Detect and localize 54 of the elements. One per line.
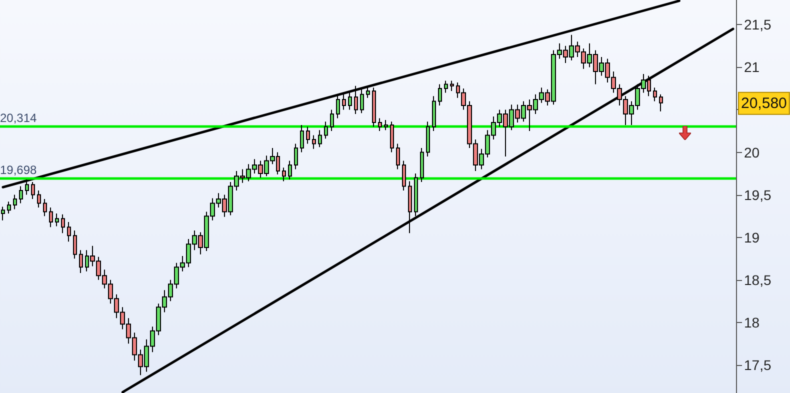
candlestick — [336, 94, 340, 119]
candlestick — [7, 201, 11, 214]
y-tick-label: 18 — [744, 314, 760, 330]
candlestick — [396, 143, 400, 170]
candlestick — [438, 84, 442, 106]
candlestick — [330, 109, 334, 132]
candlestick — [43, 198, 47, 217]
candlestick — [653, 87, 657, 102]
y-tick-label: 17,5 — [744, 356, 772, 373]
candlestick — [306, 126, 310, 144]
candlestick — [390, 121, 394, 153]
candlestick — [312, 134, 316, 150]
candlestick — [67, 222, 71, 242]
candlestick — [414, 173, 418, 217]
candlestick — [49, 207, 53, 228]
candlestick — [282, 167, 286, 182]
candlestick — [659, 94, 663, 112]
candlestick — [37, 190, 41, 208]
candlestick — [55, 213, 59, 227]
candlestick — [354, 85, 358, 114]
candlestick — [432, 96, 436, 132]
candlestick — [300, 124, 304, 153]
candlestick — [378, 118, 382, 132]
y-tick-label: 21,5 — [744, 16, 772, 33]
y-tick-label: 21 — [744, 59, 760, 76]
candlestick — [420, 148, 424, 183]
y-tick-label: 18,5 — [744, 272, 772, 288]
candlestick — [426, 121, 430, 158]
candlestick — [288, 160, 292, 180]
candlestick — [13, 194, 17, 210]
candlestick — [402, 160, 406, 192]
y-tick-label: 19 — [744, 229, 760, 246]
candlestick — [384, 119, 388, 131]
candlestick — [79, 250, 83, 274]
candlestick — [408, 180, 412, 234]
ref-line-label: 19,698 — [0, 162, 38, 177]
candlestick — [294, 143, 298, 170]
candlestick — [360, 88, 364, 114]
candlestick — [372, 87, 376, 128]
candlestick — [450, 80, 454, 92]
text: 20,580 — [741, 94, 787, 112]
candlestick — [61, 214, 65, 234]
candlestick — [73, 230, 77, 260]
y-tick-label: 20 — [744, 144, 760, 160]
candlestick — [324, 121, 328, 140]
candlestick — [19, 186, 23, 204]
candlestick — [444, 80, 448, 94]
candlestick — [342, 92, 346, 110]
candlestick — [366, 85, 370, 98]
candlestick — [348, 90, 352, 110]
candlestick — [318, 130, 322, 148]
y-tick-label: 19,5 — [744, 186, 772, 203]
ref-line-label: 20,314 — [0, 110, 38, 125]
candlestick — [1, 206, 5, 221]
